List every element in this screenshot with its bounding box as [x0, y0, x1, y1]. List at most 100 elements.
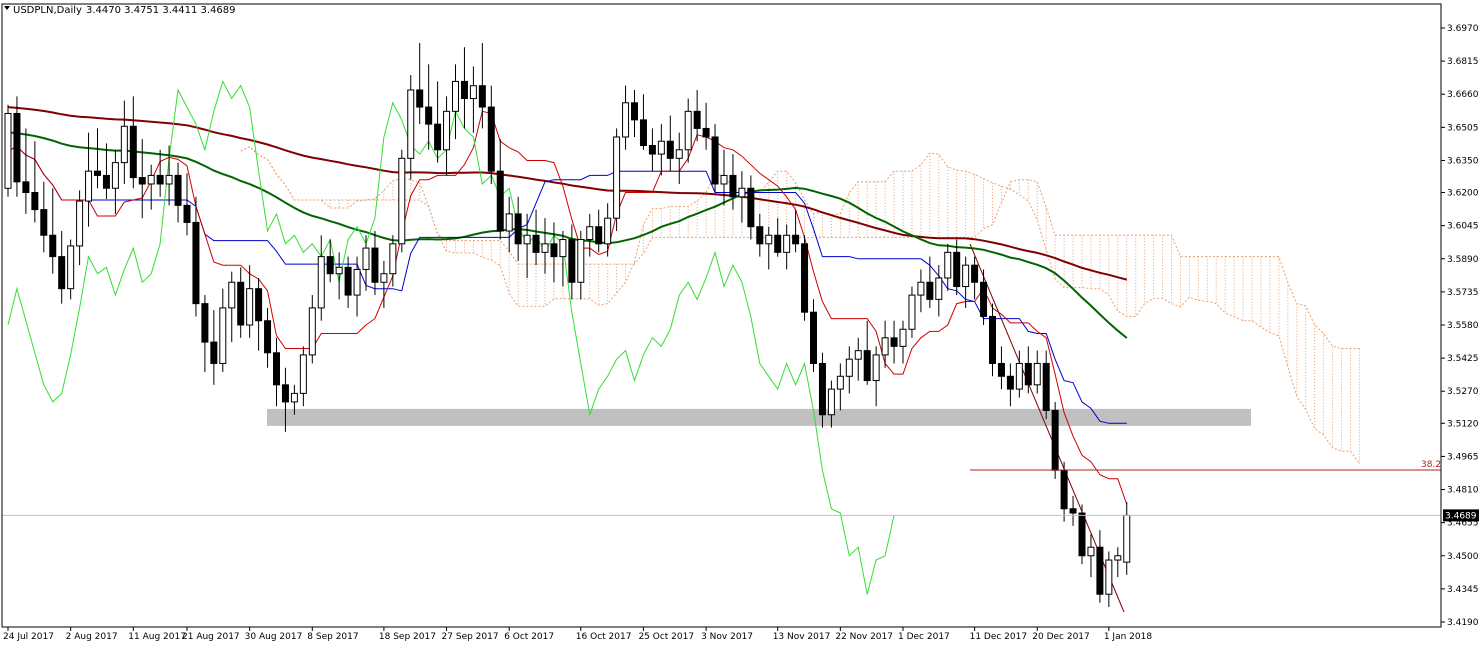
- axes: 3.6970 3.6815 3.6660 3.6505 3.6350 3.6200 3.60…: [1, 3, 1479, 642]
- candle-body: [1042, 362, 1050, 411]
- candle-body: [255, 288, 263, 322]
- candle-body: [684, 110, 692, 151]
- candle-body: [595, 226, 603, 245]
- support-zone: [267, 408, 1251, 426]
- candle-body: [818, 362, 826, 416]
- y-tick-label: 3.5890: [1447, 255, 1479, 265]
- candle-body: [514, 213, 522, 245]
- candle-body: [899, 328, 907, 347]
- candle-body: [622, 102, 630, 138]
- x-tick-label: 22 Nov 2017: [835, 632, 893, 642]
- candle-body: [854, 350, 862, 360]
- candle-body: [765, 234, 773, 245]
- candle-body: [1123, 514, 1131, 563]
- y-tick-label: 3.6970: [1447, 24, 1479, 34]
- candle-body: [120, 125, 128, 164]
- y-tick-label: 3.4190: [1447, 618, 1479, 628]
- candle-body: [953, 251, 961, 288]
- candle-body: [201, 303, 209, 343]
- candle-body: [147, 174, 155, 185]
- candle-body: [398, 157, 406, 245]
- candle-body: [281, 384, 289, 403]
- x-tick-label: 11 Dec 2017: [970, 632, 1028, 642]
- candle-body: [407, 89, 415, 159]
- candle-body: [863, 350, 871, 382]
- candle-body: [353, 268, 361, 296]
- candle-body: [290, 392, 298, 403]
- candle-body: [810, 311, 817, 364]
- chart-header: USDPLN,Daily 3.4470 3.4751 3.4411 3.4689: [4, 5, 236, 16]
- tenkan-line: [7, 110, 1128, 505]
- candle-body: [890, 337, 898, 347]
- candle-body: [693, 110, 701, 129]
- candle-body: [4, 112, 12, 189]
- y-tick-label: 3.6815: [1447, 57, 1479, 67]
- candle-body: [496, 170, 504, 232]
- y-tick-label: 3.4500: [1447, 552, 1479, 562]
- candle-body: [443, 110, 451, 151]
- y-tick-label: 3.6660: [1447, 90, 1479, 100]
- candle-body: [246, 288, 254, 326]
- candle-body: [111, 162, 119, 189]
- x-tick-label: 20 Dec 2017: [1032, 632, 1090, 642]
- candles: [4, 42, 1131, 608]
- candle-body: [165, 174, 173, 185]
- ma-green-line: [7, 131, 1128, 339]
- y-tick-label: 3.5735: [1447, 288, 1479, 298]
- y-tick-label: 3.4965: [1447, 452, 1479, 462]
- candle-body: [210, 341, 218, 364]
- x-tick-label: 21 Aug 2017: [182, 632, 240, 642]
- candle-body: [299, 354, 307, 394]
- candle-body: [308, 307, 316, 356]
- x-tick-label: 27 Sep 2017: [442, 632, 499, 642]
- x-tick-label: 8 Sep 2017: [307, 632, 358, 642]
- candle-body: [1060, 469, 1068, 510]
- x-tick-label: 16 Oct 2017: [576, 632, 632, 642]
- y-tick-label: 3.4810: [1447, 486, 1479, 496]
- y-tick-label: 3.6350: [1447, 156, 1479, 166]
- dropdown-triangle-icon[interactable]: [4, 6, 10, 10]
- candle-body: [541, 243, 549, 253]
- x-tick-label: 11 Aug 2017: [128, 632, 186, 642]
- candle-body: [908, 294, 916, 330]
- candle-body: [532, 234, 540, 253]
- x-tick-label: 6 Oct 2017: [504, 632, 554, 642]
- candle-body: [380, 273, 388, 283]
- y-tick-label: 3.5120: [1447, 419, 1479, 429]
- candle-body: [13, 112, 21, 183]
- candle-body: [129, 125, 137, 179]
- candle-body: [971, 264, 979, 283]
- candle-body: [76, 200, 84, 247]
- candle-body: [58, 256, 66, 290]
- candle-body: [980, 281, 988, 317]
- candle-body: [827, 388, 835, 416]
- candle-body: [174, 174, 182, 206]
- candle-body: [487, 106, 495, 172]
- candle-body: [792, 234, 800, 245]
- candle-body: [675, 149, 683, 159]
- chikou-line: [7, 80, 895, 595]
- candle-body: [756, 226, 764, 245]
- candle-body: [720, 174, 728, 185]
- candle-body: [989, 315, 996, 364]
- candle-body: [836, 375, 844, 390]
- candle-body: [1051, 409, 1059, 471]
- candle-body: [416, 89, 424, 108]
- candle-body: [577, 239, 585, 283]
- candle-body: [1078, 512, 1086, 557]
- candle-body: [872, 354, 880, 382]
- x-tick-label: 13 Nov 2017: [773, 632, 831, 642]
- level-lines: 38.2 3.4689: [2, 460, 1479, 522]
- candle-body: [1105, 559, 1113, 595]
- plot-frame: [1, 3, 1442, 628]
- x-tick-label: 18 Sep 2017: [379, 632, 436, 642]
- candle-body: [49, 234, 57, 258]
- candle-body: [317, 256, 325, 309]
- candle-body: [657, 140, 665, 155]
- candle-body: [935, 277, 943, 300]
- candle-body: [326, 256, 334, 275]
- candle-body: [434, 123, 442, 151]
- y-tick-label: 3.5270: [1447, 387, 1479, 397]
